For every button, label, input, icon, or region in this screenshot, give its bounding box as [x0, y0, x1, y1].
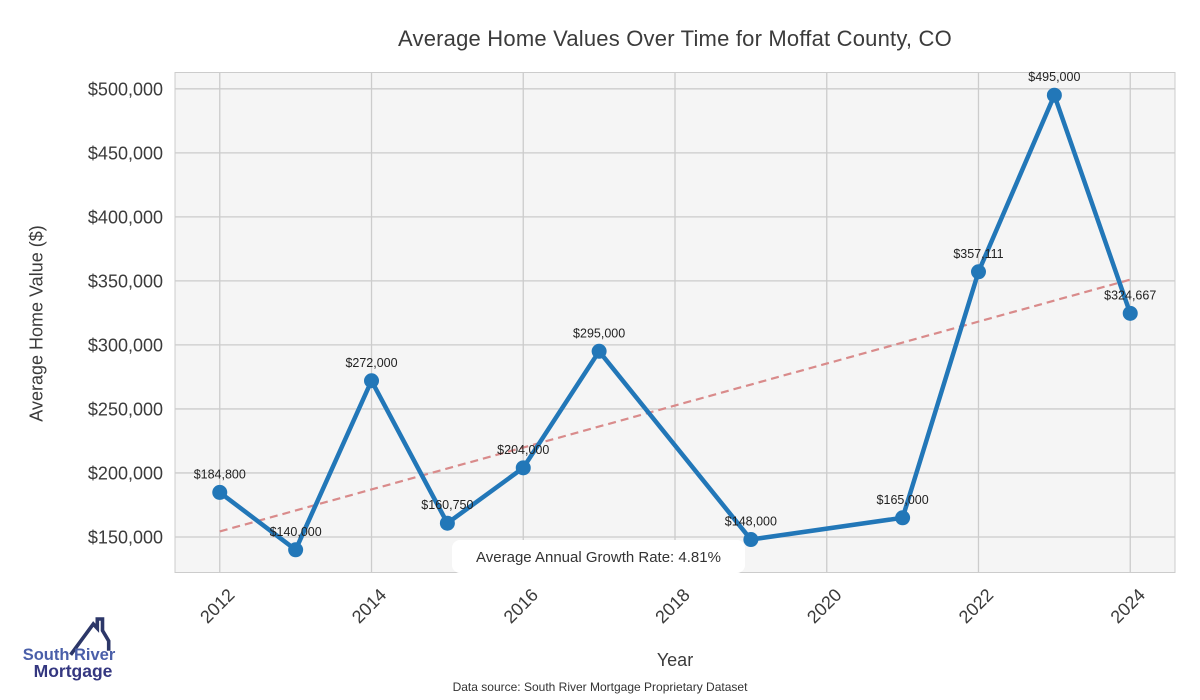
y-tick-label: $200,000 — [88, 463, 163, 483]
data-point-marker — [364, 373, 380, 389]
data-point-label: $184,800 — [194, 467, 246, 481]
x-tick-label: 2024 — [1107, 585, 1149, 627]
data-point-label: $295,000 — [573, 326, 625, 340]
y-tick-label: $150,000 — [88, 527, 163, 547]
y-tick-label: $300,000 — [88, 335, 163, 355]
data-point-marker — [895, 510, 911, 526]
data-point-marker — [1122, 305, 1138, 321]
data-source-note: Data source: South River Mortgage Propri… — [452, 680, 748, 694]
south-river-mortgage-logo: South River Mortgage — [23, 617, 116, 681]
y-tick-label: $250,000 — [88, 399, 163, 419]
data-point-label: $495,000 — [1028, 70, 1080, 84]
data-point-label: $140,000 — [270, 525, 322, 539]
logo-text-mortgage: Mortgage — [34, 661, 113, 681]
y-tick-label: $500,000 — [88, 79, 163, 99]
x-tick-label: 2016 — [500, 585, 542, 627]
data-point-label: $324,667 — [1104, 288, 1156, 302]
data-point-label: $165,000 — [877, 493, 929, 507]
x-tick-label: 2022 — [955, 585, 997, 627]
x-tick-label: 2018 — [651, 585, 693, 627]
data-point-label: $204,000 — [497, 443, 549, 457]
logo-text-south-river: South River — [23, 646, 116, 664]
data-point-label: $357,111 — [953, 247, 1003, 261]
x-axis-label: Year — [656, 650, 694, 670]
y-tick-label: $450,000 — [88, 143, 163, 163]
growth-rate-annotation-text: Average Annual Growth Rate: 4.81% — [476, 549, 721, 566]
trend-line — [219, 278, 1131, 533]
x-tick-label: 2014 — [348, 585, 390, 627]
data-point-label: $160,750 — [421, 498, 473, 512]
data-point-marker — [515, 460, 531, 476]
x-tick-label: 2012 — [196, 585, 238, 627]
data-point-marker — [439, 515, 455, 531]
data-point-marker — [743, 532, 759, 548]
data-point-label: $148,000 — [725, 515, 777, 529]
data-point-label: $272,000 — [345, 356, 397, 370]
x-tick-label: 2020 — [803, 585, 845, 627]
data-point-marker — [1046, 87, 1062, 103]
data-point-marker — [212, 484, 228, 500]
data-point-marker — [591, 343, 607, 359]
house-roof-icon — [69, 617, 111, 656]
chart-title: Average Home Values Over Time for Moffat… — [398, 26, 952, 51]
y-tick-label: $400,000 — [88, 207, 163, 227]
data-point-marker — [288, 542, 304, 558]
data-point-marker — [970, 264, 986, 280]
y-tick-label: $350,000 — [88, 271, 163, 291]
growth-rate-annotation-box — [452, 540, 745, 573]
